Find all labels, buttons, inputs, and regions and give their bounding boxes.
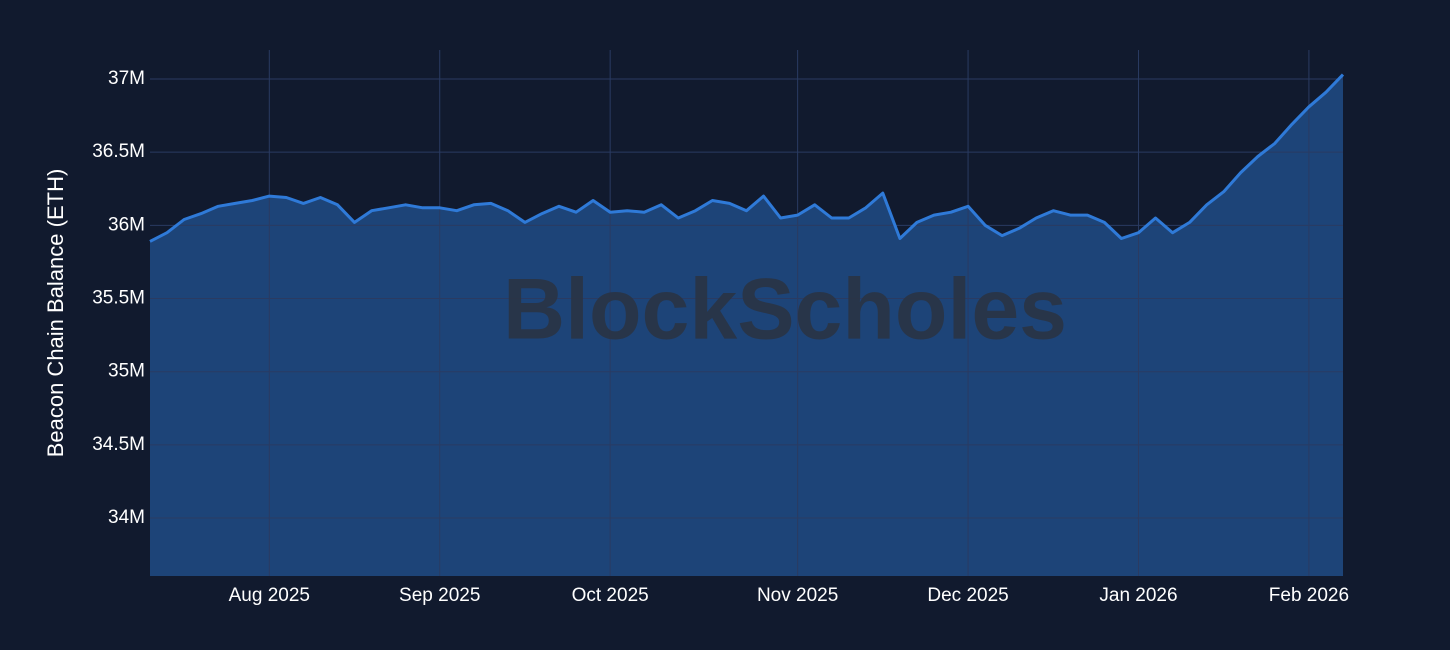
y-tick-label: 36.5M xyxy=(92,141,145,162)
x-tick-label: Sep 2025 xyxy=(399,585,480,606)
y-tick-label: 35M xyxy=(108,361,145,382)
plot-area xyxy=(149,50,1345,576)
area-fill xyxy=(150,74,1343,576)
y-axis-title: Beacon Chain Balance (ETH) xyxy=(43,169,68,458)
x-tick-label: Feb 2026 xyxy=(1269,585,1349,606)
y-tick-label: 34.5M xyxy=(92,434,145,455)
y-tick-label: 34M xyxy=(108,507,145,528)
x-tick-label: Dec 2025 xyxy=(927,585,1008,606)
y-tick-label: 36M xyxy=(108,214,145,235)
x-tick-label: Aug 2025 xyxy=(229,585,310,606)
y-tick-label: 37M xyxy=(108,68,145,89)
x-tick-label: Jan 2026 xyxy=(1099,585,1177,606)
line xyxy=(149,73,1345,243)
x-tick-label: Oct 2025 xyxy=(572,585,649,606)
watermark: BlockScholes xyxy=(503,262,1067,358)
x-tick-label: Nov 2025 xyxy=(757,585,838,606)
y-tick-label: 35.5M xyxy=(92,288,145,309)
